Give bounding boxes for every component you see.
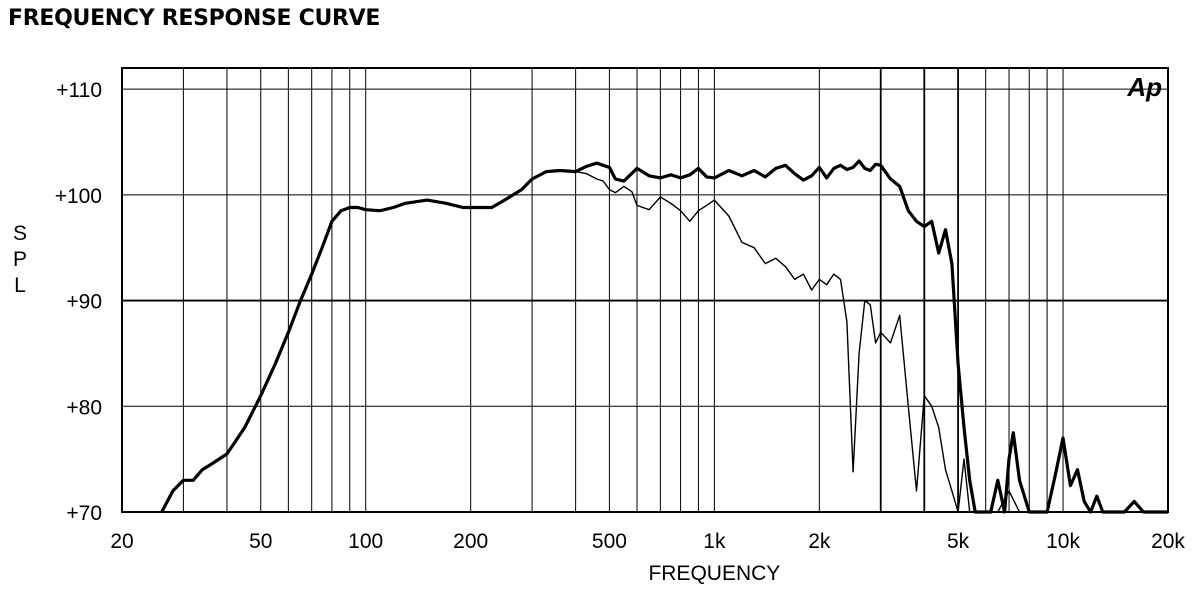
x-tick-labels: 20 50 100 200 500 1k 2k 5k 10k 20k	[110, 530, 1185, 553]
y-tick-labels: +70 +80 +90 +100 +110	[55, 79, 102, 525]
y-tick-label: +90	[66, 291, 102, 314]
y-tick-label: +110	[56, 79, 102, 102]
x-tick-label: 50	[249, 530, 272, 553]
x-tick-label: 10k	[1046, 530, 1080, 553]
series-line-2	[575, 170, 1021, 513]
y-tick-label: +80	[66, 396, 102, 419]
x-tick-label: 200	[453, 530, 488, 553]
x-axis-label: FREQUENCY	[648, 562, 780, 585]
x-tick-label: 100	[348, 530, 383, 553]
x-tick-label: 20	[110, 530, 133, 553]
x-tick-label: 5k	[947, 530, 970, 553]
ap-logo: Ap	[1126, 72, 1162, 102]
page-title: FREQUENCY RESPONSE CURVE	[8, 6, 381, 31]
y-tick-label: +100	[55, 185, 102, 208]
plot-frame	[121, 67, 1169, 513]
y-tick-label: +70	[66, 502, 102, 525]
x-tick-label: 1k	[703, 530, 726, 553]
x-tick-label: 500	[592, 530, 627, 553]
series-line-1	[160, 159, 1168, 514]
x-tick-label: 20k	[1151, 530, 1185, 553]
x-tick-label: 2k	[808, 530, 831, 553]
chart-curves	[160, 159, 1168, 514]
chart-grid	[121, 68, 1169, 512]
